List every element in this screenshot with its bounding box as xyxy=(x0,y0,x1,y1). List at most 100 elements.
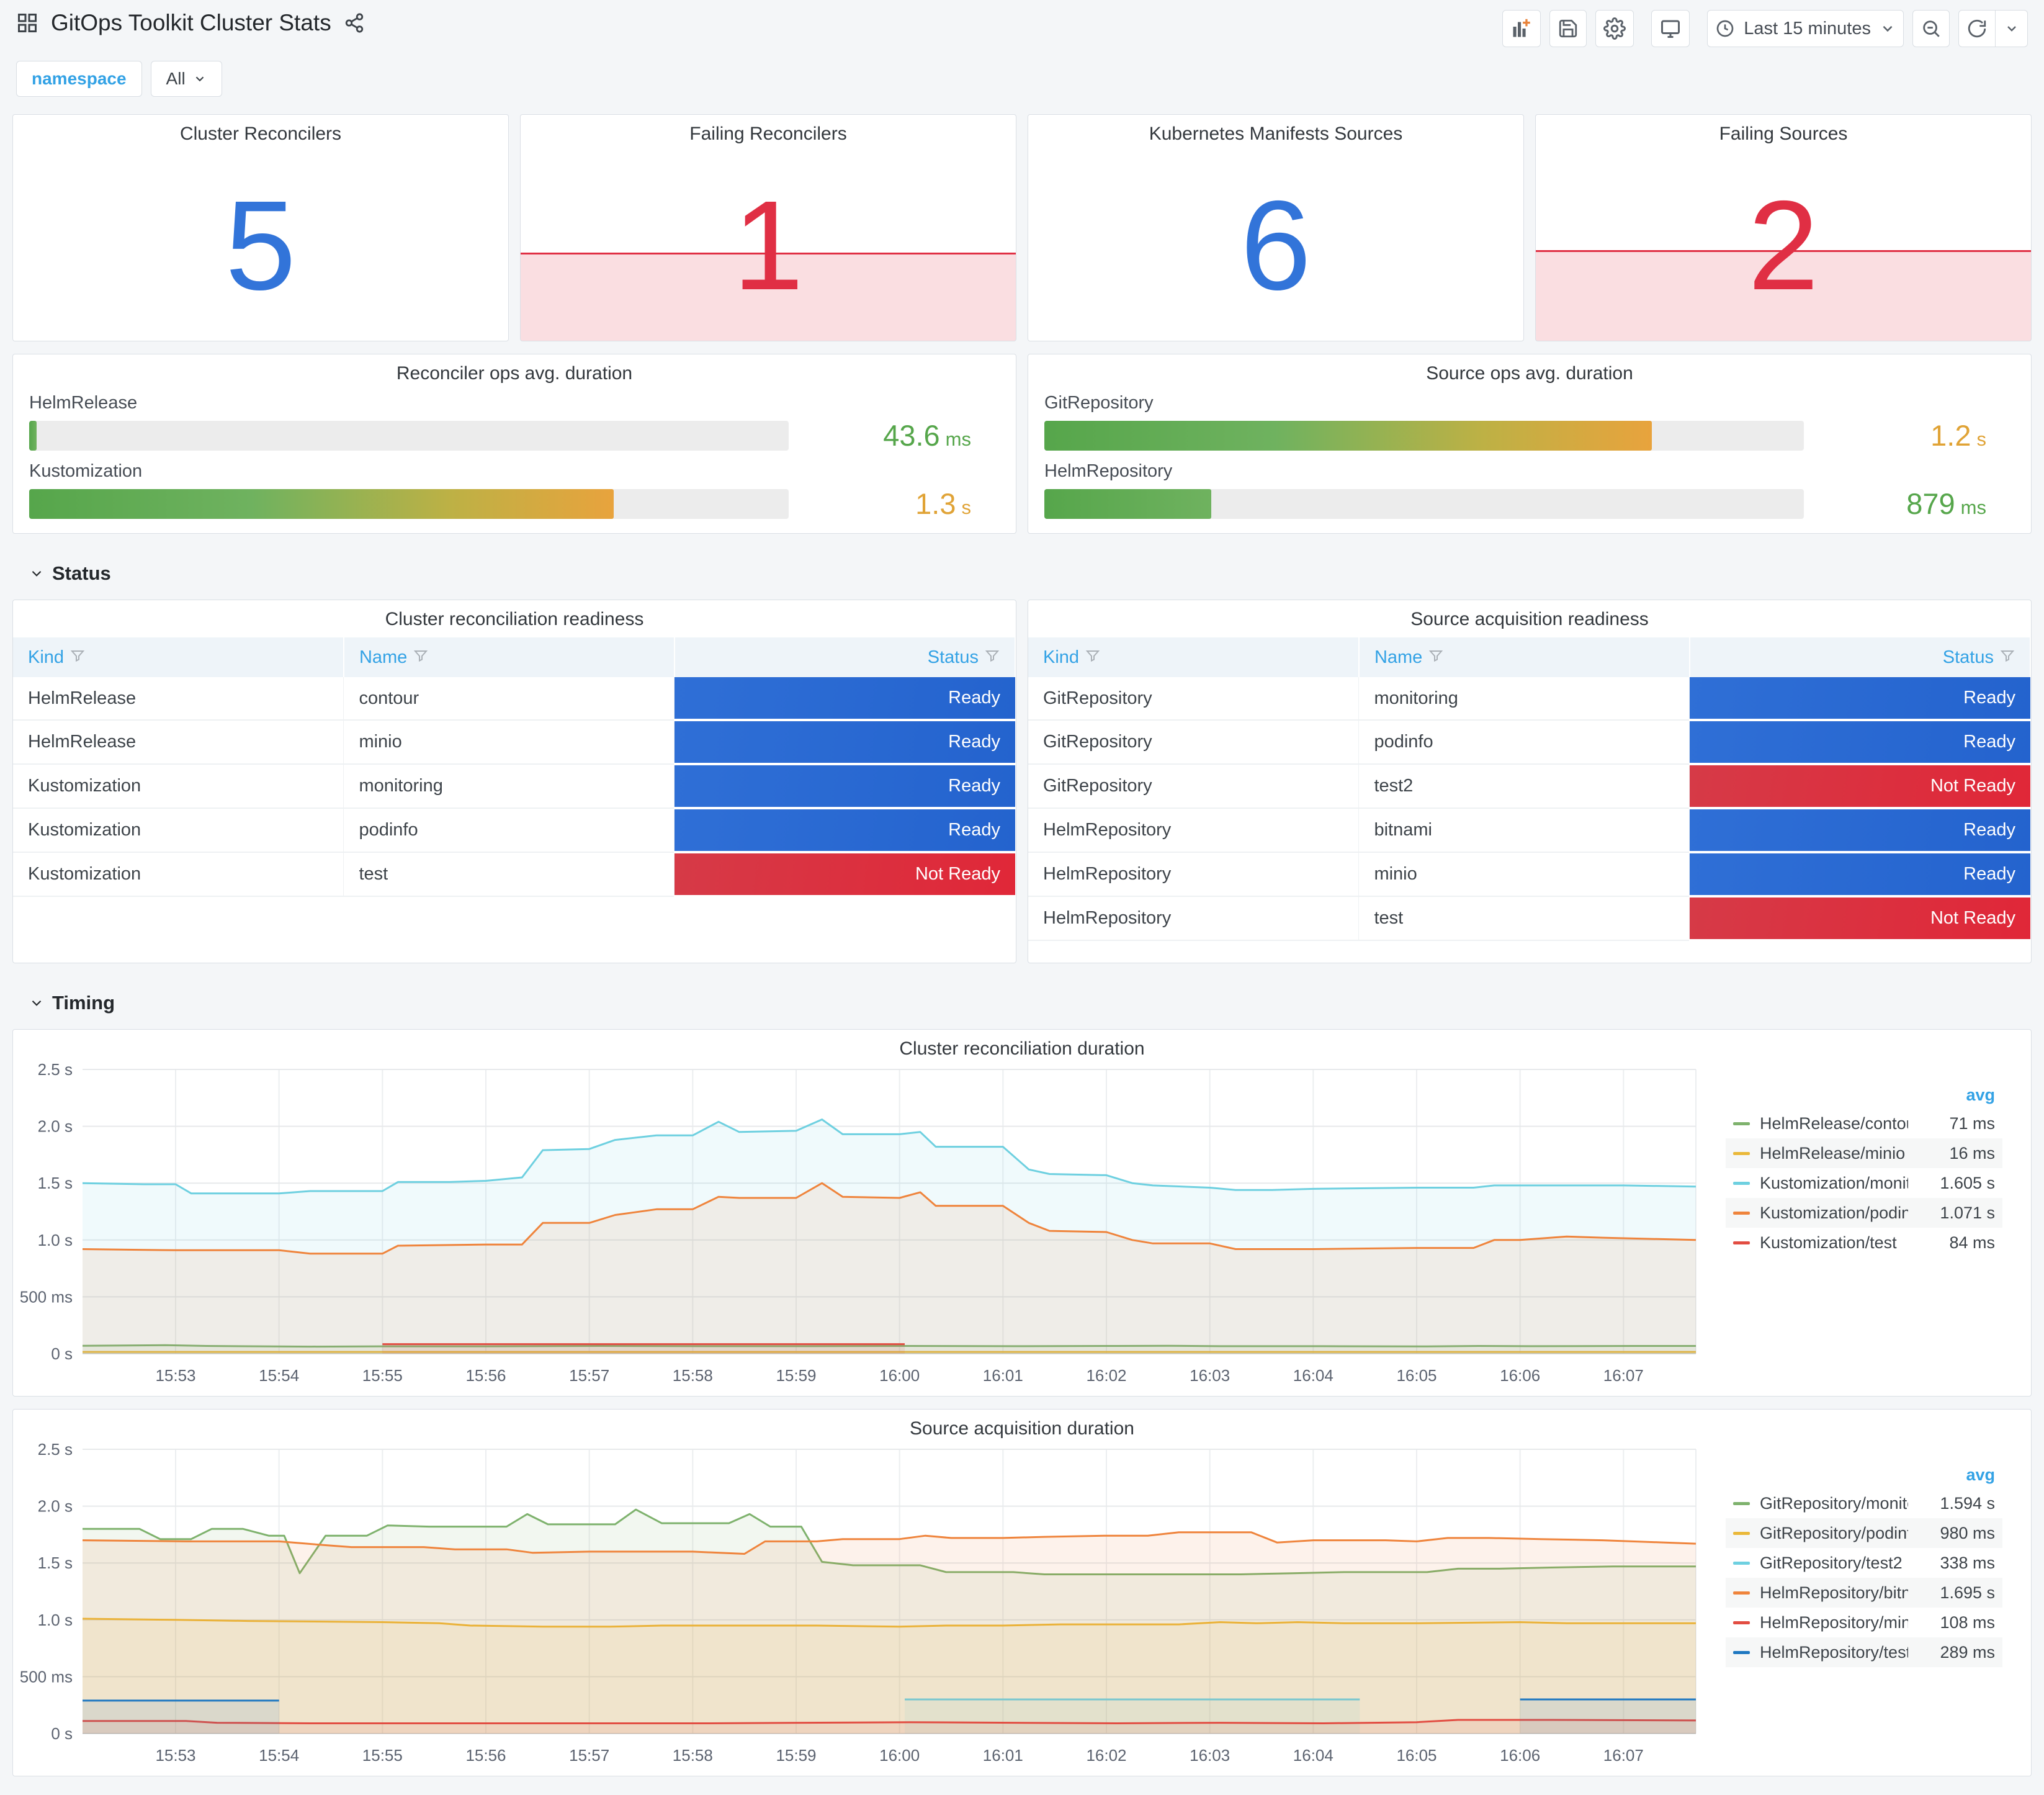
legend-series-color xyxy=(1733,1151,1750,1155)
panel-title[interactable]: Cluster Reconcilers xyxy=(179,124,342,144)
cell-kind: HelmRepository xyxy=(1028,808,1360,853)
panel-title[interactable]: Kubernetes Manifests Sources xyxy=(1149,124,1403,144)
page-title: GitOps Toolkit Cluster Stats xyxy=(51,10,331,35)
cell-kind: GitRepository xyxy=(1028,764,1360,809)
legend-item[interactable]: HelmRepository/test 289 ms xyxy=(1726,1637,2002,1667)
dashboards-grid-icon[interactable] xyxy=(16,12,38,34)
y-axis-tick: 1.0 s xyxy=(38,1231,73,1249)
cell-status: Ready xyxy=(674,677,1015,721)
filter-icon[interactable] xyxy=(1428,648,1443,663)
panel-title[interactable]: Failing Reconcilers xyxy=(689,124,847,144)
x-axis-tick: 16:05 xyxy=(1396,1366,1437,1382)
panel-title[interactable]: Source ops avg. duration xyxy=(1426,363,1633,384)
x-axis-tick: 16:04 xyxy=(1293,1746,1334,1762)
refresh-interval-button[interactable] xyxy=(1996,10,2028,47)
x-axis-tick: 16:04 xyxy=(1293,1366,1334,1382)
x-axis-tick: 15:57 xyxy=(569,1746,609,1762)
legend-series-avg: 108 ms xyxy=(1940,1613,1995,1632)
save-dashboard-button[interactable] xyxy=(1549,10,1587,47)
share-icon[interactable] xyxy=(344,12,365,34)
time-range-label: Last 15 minutes xyxy=(1744,18,1871,38)
panel-title[interactable]: Cluster reconciliation duration xyxy=(899,1038,1145,1059)
gauge-bar xyxy=(29,488,614,519)
legend-item[interactable]: Kustomization/test 84 ms xyxy=(1726,1228,2002,1257)
legend-series-color xyxy=(1733,1650,1750,1654)
add-panel-button[interactable] xyxy=(1502,10,1541,47)
dashboard-settings-button[interactable] xyxy=(1595,10,1634,47)
zoom-out-button[interactable] xyxy=(1912,10,1950,47)
chevron-down-icon xyxy=(32,570,42,577)
refresh-button[interactable] xyxy=(1958,10,1996,47)
legend-series-color xyxy=(1733,1561,1750,1565)
legend-avg-header[interactable]: avg xyxy=(1966,1086,1995,1104)
time-series-plot[interactable]: 15:53 15:54 15:55 15:56 15:57 15:58 15:59 16:00… xyxy=(13,1059,1726,1382)
cell-kind: GitRepository xyxy=(1028,677,1360,721)
legend-avg-header[interactable]: avg xyxy=(1966,1465,1995,1484)
stat-value: 5 xyxy=(225,174,296,317)
variable-namespace-label[interactable]: namespace xyxy=(16,61,142,97)
legend-item[interactable]: HelmRepository/bitnami 1.695 s xyxy=(1726,1578,2002,1608)
series-area xyxy=(83,1619,1696,1734)
panel-title[interactable]: Cluster reconciliation readiness xyxy=(385,609,644,629)
x-axis-tick: 15:59 xyxy=(776,1366,816,1382)
legend-item[interactable]: GitRepository/podinfo 980 ms xyxy=(1726,1518,2002,1548)
legend-series-avg: 980 ms xyxy=(1940,1523,1995,1542)
chevron-down-icon xyxy=(2007,26,2016,32)
panel-title[interactable]: Source acquisition duration xyxy=(910,1418,1134,1439)
column-header-name[interactable]: Name xyxy=(343,637,675,677)
cell-status: Not Ready xyxy=(1689,896,2030,942)
filter-icon[interactable] xyxy=(1085,648,1100,663)
legend-series-color xyxy=(1733,1531,1750,1535)
cell-status: Ready xyxy=(674,808,1015,853)
x-axis-tick: 15:53 xyxy=(155,1746,195,1762)
status-badge: Ready xyxy=(1690,853,2030,895)
y-axis-tick: 0 s xyxy=(51,1724,73,1743)
cell-status: Ready xyxy=(1689,677,2030,721)
section-status[interactable]: Status xyxy=(12,546,2032,587)
legend-series-name: HelmRepository/test xyxy=(1760,1642,1908,1662)
legend-series-avg: 1.695 s xyxy=(1940,1583,1995,1602)
legend-item[interactable]: HelmRepository/minio 108 ms xyxy=(1726,1608,2002,1637)
series-line xyxy=(83,1508,1696,1575)
variable-namespace-value[interactable]: All xyxy=(150,61,222,97)
column-header-status[interactable]: Status xyxy=(674,637,1016,677)
legend-item[interactable]: Kustomization/podinfo 1.071 s xyxy=(1726,1198,2002,1228)
column-header-name[interactable]: Name xyxy=(1358,637,1690,677)
legend-item[interactable]: HelmRelease/minio 16 ms xyxy=(1726,1138,2002,1168)
column-header-status[interactable]: Status xyxy=(1689,637,2031,677)
legend-item[interactable]: HelmRelease/contour 71 ms xyxy=(1726,1109,2002,1138)
x-axis-tick: 15:58 xyxy=(673,1366,713,1382)
column-header-kind[interactable]: Kind xyxy=(13,637,344,677)
stat-value: 6 xyxy=(1240,174,1311,317)
time-series-plot[interactable]: 15:53 15:54 15:55 15:56 15:57 15:58 15:59 16:00… xyxy=(13,1439,1726,1762)
x-axis-tick: 16:06 xyxy=(1500,1746,1540,1762)
cycle-view-mode-button[interactable] xyxy=(1651,10,1690,47)
cell-name: minio xyxy=(343,720,675,765)
column-header-kind[interactable]: Kind xyxy=(1028,637,1360,677)
gauge-value: 879 ms xyxy=(1906,487,1986,520)
cell-kind: Kustomization xyxy=(13,764,344,809)
stat-panel-1: Failing Reconcilers 1 xyxy=(520,114,1016,341)
panel-title[interactable]: Reconciler ops avg. duration xyxy=(396,363,633,384)
time-picker[interactable]: Last 15 minutes xyxy=(1707,10,1904,47)
legend-item[interactable]: GitRepository/test2 338 ms xyxy=(1726,1548,2002,1578)
filter-icon[interactable] xyxy=(70,648,85,663)
panel-title[interactable]: Failing Sources xyxy=(1719,124,1848,144)
legend-series-name: GitRepository/test2 xyxy=(1760,1553,1903,1572)
cell-name: podinfo xyxy=(1358,720,1690,765)
panel-title[interactable]: Source acquisition readiness xyxy=(1410,609,1649,629)
gauge-track xyxy=(29,488,789,519)
chevron-down-icon xyxy=(195,76,204,82)
legend-item[interactable]: Kustomization/monitoring 1.605 s xyxy=(1726,1168,2002,1198)
stat-panel-0: Cluster Reconcilers 5 xyxy=(12,114,509,341)
section-timing[interactable]: Timing xyxy=(12,976,2032,1017)
filter-icon[interactable] xyxy=(2000,648,2015,663)
legend-item[interactable]: GitRepository/monitoring 1.594 s xyxy=(1726,1488,2002,1518)
table-panel-0: Cluster reconciliation readiness Kind Name… xyxy=(12,600,1016,963)
filter-icon[interactable] xyxy=(985,648,1000,663)
x-axis-tick: 15:57 xyxy=(569,1366,609,1382)
filter-icon[interactable] xyxy=(413,648,428,663)
cell-name: test2 xyxy=(1358,764,1690,809)
table-row: HelmRelease contour Ready xyxy=(13,677,1015,721)
